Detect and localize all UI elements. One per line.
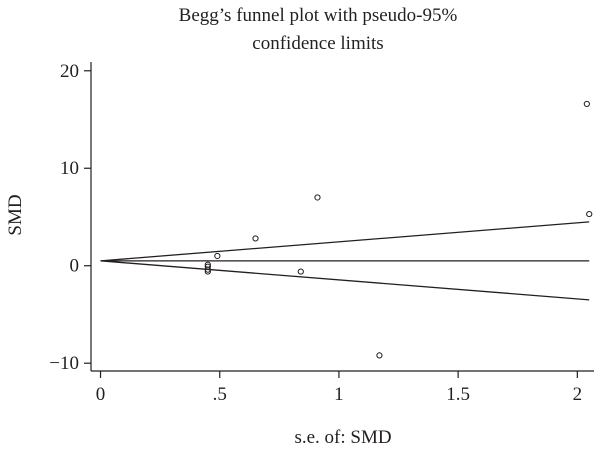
study-point	[214, 252, 221, 260]
study-point	[204, 268, 211, 275]
chart-title-line-1: Begg’s funnel plot with pseudo-95%	[179, 5, 458, 26]
x-axis-label: s.e. of: SMD	[294, 427, 391, 448]
study-point	[376, 352, 383, 359]
funnel-lines	[100, 221, 590, 301]
y-tick-label: 20	[60, 61, 79, 82]
chart-title-line-2: confidence limits	[252, 33, 383, 54]
x-tick-label: 2	[573, 384, 583, 405]
y-axis-label: SMD	[5, 194, 26, 235]
y-tick-label: 0	[70, 256, 80, 277]
study-point	[583, 100, 590, 108]
study-point	[252, 235, 259, 242]
y-tick-label: 10	[60, 158, 79, 179]
study-point	[297, 268, 304, 275]
lower-confidence-limit-line	[100, 260, 590, 301]
axes: −10 0 10 20 0 .5 1 1.5 2	[49, 61, 594, 405]
x-tick-label: 1.5	[446, 384, 470, 405]
chart-title: Begg’s funnel plot with pseudo-95% confi…	[179, 5, 458, 54]
x-tick-label: 1	[334, 384, 344, 405]
study-point	[204, 266, 211, 273]
x-tick-label: 0	[96, 384, 106, 405]
study-point	[586, 210, 593, 218]
x-tick-label: .5	[213, 384, 227, 405]
study-point	[314, 194, 321, 201]
data-points	[204, 100, 593, 359]
upper-confidence-limit-line	[100, 221, 590, 262]
y-tick-label: −10	[49, 353, 79, 374]
